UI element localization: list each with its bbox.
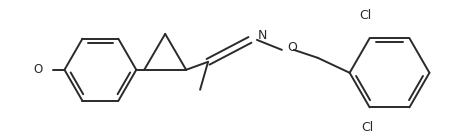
Text: Cl: Cl — [359, 9, 371, 22]
Text: O: O — [33, 63, 43, 76]
Text: N: N — [257, 29, 267, 42]
Text: Cl: Cl — [361, 121, 373, 134]
Text: O: O — [286, 41, 296, 54]
